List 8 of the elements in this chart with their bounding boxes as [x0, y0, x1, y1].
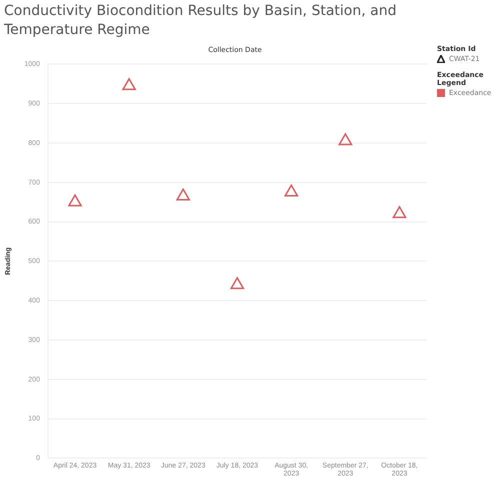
point [392, 206, 406, 218]
point [230, 277, 244, 290]
point [284, 184, 298, 196]
point [122, 78, 136, 90]
point [68, 194, 82, 206]
point [176, 188, 190, 200]
chart-title: Conductivity Biocondition Results by Basin, Station, and Temperature Regime [4, 2, 398, 40]
point [338, 133, 352, 146]
